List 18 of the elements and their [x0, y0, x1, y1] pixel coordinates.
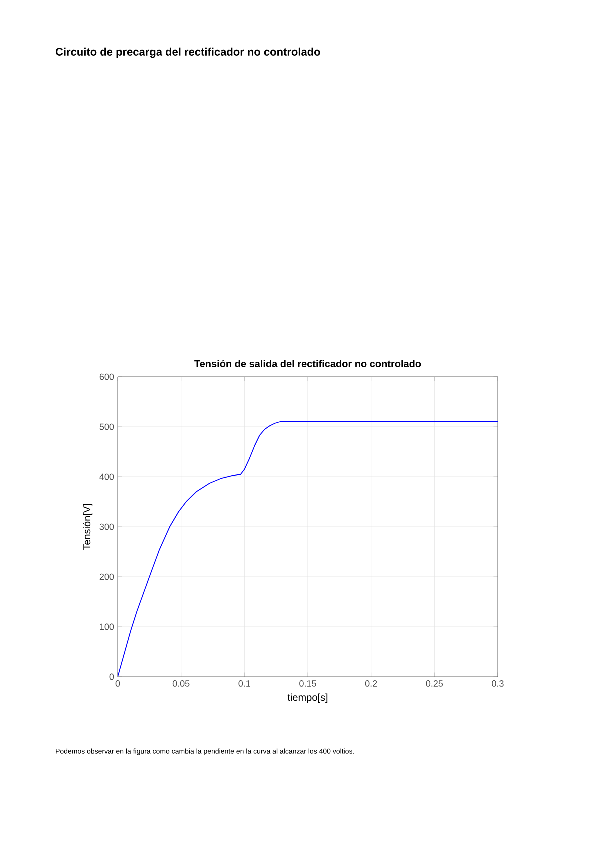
x-tick-label: 0.3 [492, 680, 504, 687]
y-tick-label: 200 [100, 574, 114, 580]
y-tick-label: 500 [100, 424, 114, 430]
chart-title: Tensión de salida del rectificador no controlado [194, 360, 422, 368]
y-tick-label: 300 [100, 524, 114, 530]
y-tick-label: 600 [100, 374, 114, 380]
y-tick-label: 100 [100, 624, 114, 630]
x-tick-label: 0.1 [238, 680, 250, 687]
y-axis-title: Tensión[V] [83, 504, 93, 550]
x-tick-label: 0.05 [172, 680, 190, 687]
x-tick-label: 0.2 [365, 680, 378, 687]
y-tick-label: 0 [110, 674, 114, 680]
y-tick-label: 400 [100, 474, 114, 480]
x-tick-label: 0 [116, 680, 120, 687]
x-axis-title: tiempo[s] [288, 694, 328, 704]
text: Circuito de precarga del rectificador no controlado [56, 48, 320, 58]
x-tick-label: 0.15 [300, 680, 316, 687]
x-tick-label: 0.25 [426, 680, 444, 687]
